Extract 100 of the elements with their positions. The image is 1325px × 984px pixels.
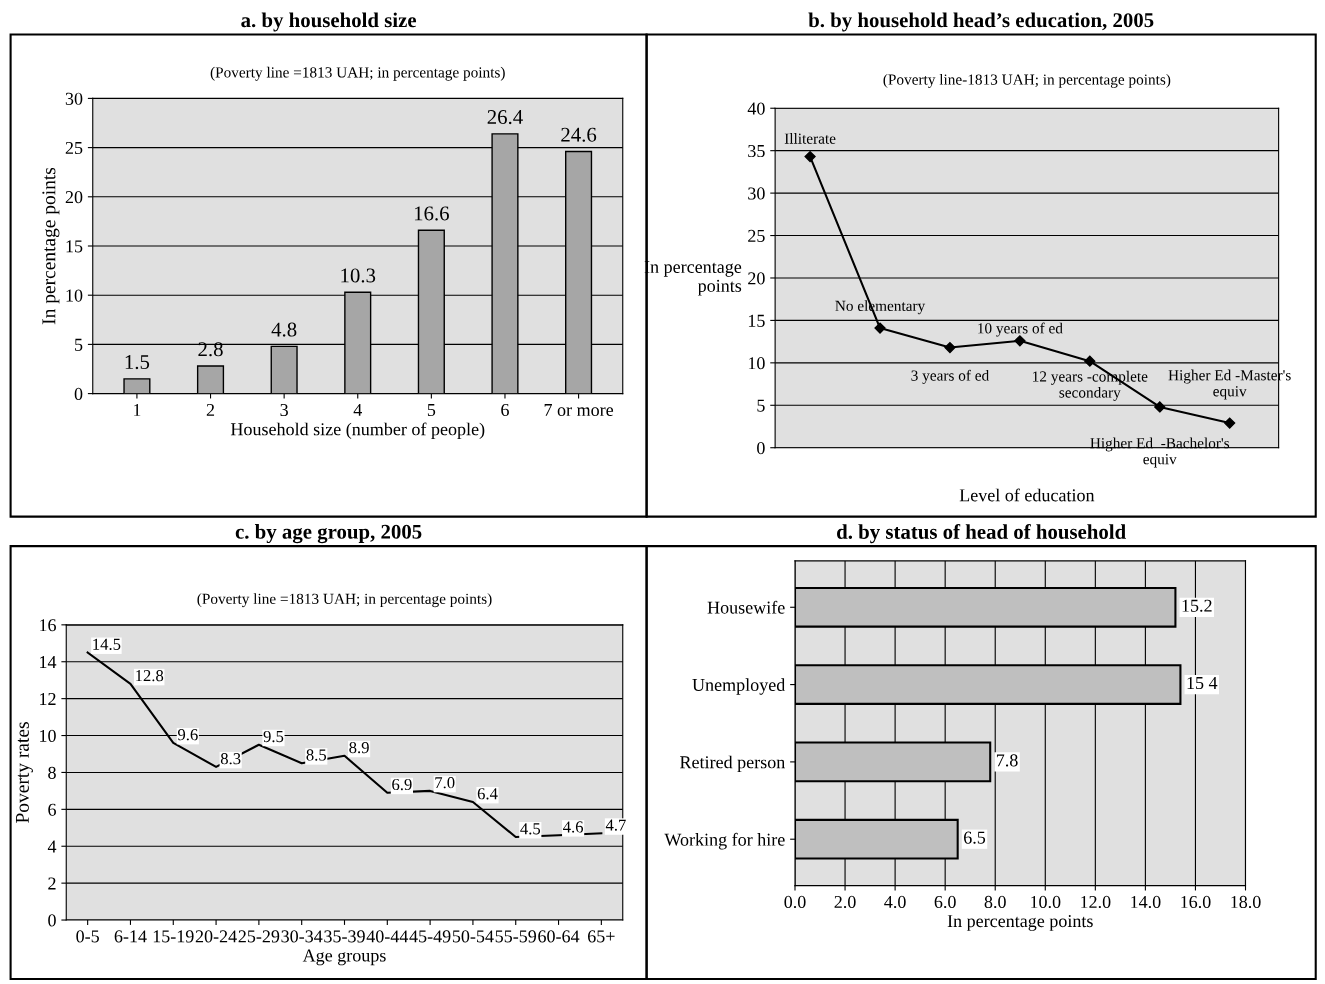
chart-title: d. by status of head of household: [837, 524, 1126, 544]
y-tick-label: 0: [757, 441, 765, 455]
x-axis-title: Household size (number of people): [230, 422, 485, 440]
x-tick-label: 4: [353, 403, 362, 416]
data-label: 4.7: [605, 819, 626, 831]
x-tick-label: 2: [206, 403, 215, 416]
x-tick-label: 50-54: [452, 930, 494, 943]
data-label: 6.9: [392, 778, 412, 791]
data-label: 8.9: [349, 741, 369, 754]
data-label: 8.3: [220, 753, 241, 765]
y-tick-label: Unemployed: [692, 678, 786, 695]
y-tick-label: 16: [40, 619, 56, 632]
category-label: 3 years of ed: [911, 369, 989, 384]
y-tick-label: 15: [748, 314, 765, 327]
y-tick-label: 20: [748, 272, 765, 285]
x-tick-label: 35-39: [324, 930, 365, 943]
y-tick-label: 8: [48, 766, 56, 779]
chart-subtitle: (Poverty line =1813 UAH; in percentage points): [210, 66, 505, 81]
x-tick-label: 14.0: [1131, 895, 1161, 909]
y-tick-label: 15: [66, 240, 83, 253]
data-label: 16.6: [414, 206, 449, 221]
y-tick-label: 10: [66, 289, 83, 302]
chart-subtitle: (Poverty line =1813 UAH; in percentage points): [197, 593, 492, 608]
category-label: Illiterate: [784, 133, 836, 144]
y-tick-label: 25: [65, 141, 83, 155]
chart-title: a. by household size: [241, 12, 417, 32]
x-tick-label: 65+: [588, 930, 615, 943]
chart-title: b. by household head’s education, 2005: [808, 12, 1154, 32]
point: [1224, 417, 1236, 429]
x-tick-label: 5: [427, 404, 436, 417]
x-tick-label: 8.0: [984, 895, 1006, 909]
x-tick-label: 12.0: [1081, 895, 1111, 909]
y-tick-label: 5: [75, 338, 83, 351]
data-label: 4.8: [271, 322, 297, 337]
data-label: 1.5: [125, 355, 150, 370]
y-tick-label: Retired person: [680, 755, 785, 773]
x-tick-label: 6-14: [114, 930, 147, 943]
y-tick-label: 10: [748, 357, 765, 370]
data-label: 15 4: [1187, 677, 1218, 690]
data-label: 10.3: [341, 268, 376, 283]
x-tick-label: 20-24: [195, 930, 237, 943]
data-label: 4.6: [563, 821, 584, 833]
point: [944, 341, 956, 354]
category-label: 10 years of ed: [978, 322, 1063, 337]
x-tick-label: 18.0: [1231, 895, 1261, 909]
y-tick-label: 35: [748, 144, 765, 158]
y-axis-title: Poverty rates: [15, 722, 33, 823]
x-tick-label: 45-49: [409, 930, 451, 943]
x-tick-label: 6: [501, 403, 509, 417]
y-tick-label: 30: [65, 92, 83, 105]
data-label: 4.5: [520, 823, 541, 835]
chart-title: c. by age group, 2005: [235, 524, 422, 544]
data-label: 8.5: [306, 749, 327, 761]
y-tick-label: 12: [40, 692, 56, 705]
y-tick-label: 30: [748, 187, 765, 200]
data-label: 12.8: [136, 670, 164, 682]
x-tick-label: 25-29: [238, 930, 280, 943]
data-label: 7.8: [996, 754, 1018, 767]
point: [1154, 401, 1166, 413]
y-tick-label: 0: [74, 387, 83, 401]
point: [1084, 355, 1096, 367]
x-tick-label: 7 or more: [544, 404, 614, 417]
x-axis-title: Age groups: [302, 949, 386, 966]
y-tick-label: 20: [65, 191, 83, 204]
y-tick-label: 10: [40, 729, 56, 742]
x-tick-label: 0.0: [784, 895, 806, 909]
x-tick-label: 30-34: [281, 930, 323, 943]
x-tick-label: 4.0: [884, 895, 906, 909]
y-tick-label: Working for hire: [664, 832, 785, 850]
point: [804, 151, 816, 163]
x-tick-label: 0-5: [76, 930, 99, 943]
y-tick-label: Housewife: [707, 600, 785, 614]
data-label: 6.4: [477, 788, 498, 800]
x-tick-label: 60-64: [538, 930, 580, 943]
x-axis-title: In percentage points: [947, 915, 1093, 931]
y-tick-label: 2: [48, 877, 56, 890]
data-label: 7.0: [435, 777, 455, 789]
x-tick-label: 2.0: [834, 895, 856, 909]
y-tick-label: 6: [48, 803, 56, 816]
x-tick-label: 1: [133, 403, 141, 416]
y-tick-label: 40: [747, 102, 765, 115]
data-label: 24.6: [561, 127, 597, 142]
x-tick-label: 16.0: [1181, 895, 1211, 909]
data-label: 9.6: [177, 729, 198, 741]
x-tick-label: 6.0: [934, 895, 956, 909]
bar: [196, 365, 225, 394]
x-tick-label: 3: [280, 403, 288, 417]
x-tick-label: 10.0: [1031, 895, 1061, 909]
chart-subtitle: (Poverty line-1813 UAH; in percentage points): [883, 73, 1171, 88]
y-axis-title: In percentage points: [42, 167, 60, 325]
y-tick-label: 25: [748, 229, 765, 242]
y-tick-label: 4: [47, 840, 57, 853]
y-tick-label: 0: [48, 914, 56, 927]
y-tick-label: 14: [40, 656, 57, 668]
x-tick-label: 55-59: [495, 930, 537, 943]
data-label: 6.5: [964, 831, 986, 844]
data-label: 26.4: [487, 110, 523, 125]
data-label: 14.5: [93, 638, 121, 650]
bar: [123, 378, 151, 394]
x-axis-title: Level of education: [959, 488, 1095, 502]
